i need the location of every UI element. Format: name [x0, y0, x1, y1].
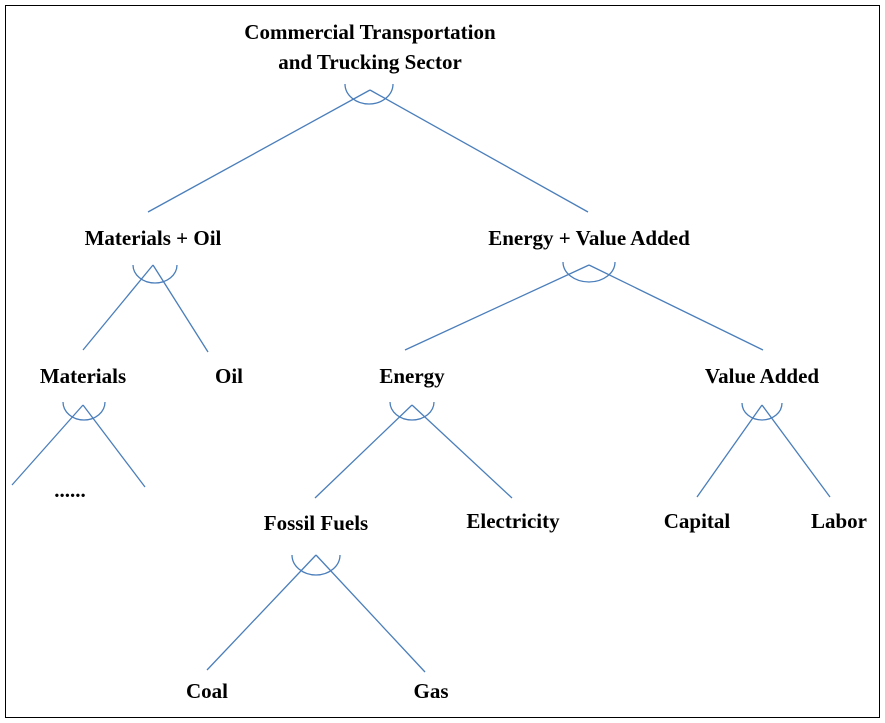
node-label: Coal — [186, 679, 228, 703]
root-label: Commercial Transportation — [244, 20, 496, 44]
edge — [588, 264, 764, 351]
arc — [344, 83, 394, 105]
labels: Commercial Transportation and Trucking S… — [40, 20, 867, 703]
node-label: Electricity — [466, 509, 560, 533]
arcs — [62, 83, 783, 576]
edge — [82, 264, 154, 351]
edge — [761, 404, 831, 498]
edge — [314, 404, 413, 499]
node-label: Oil — [215, 364, 243, 388]
arc — [62, 401, 106, 421]
edges — [11, 89, 831, 673]
node-label: Energy — [379, 364, 445, 388]
node-label: Capital — [664, 509, 731, 533]
node-label: ...... — [54, 478, 86, 502]
arc — [562, 261, 616, 283]
node-label: Labor — [811, 509, 867, 533]
edge — [404, 264, 590, 351]
node-label: Value Added — [705, 364, 820, 388]
frame — [5, 5, 880, 718]
node-label: Materials — [40, 364, 126, 388]
node-label: Fossil Fuels — [264, 511, 368, 535]
root-label: and Trucking Sector — [278, 50, 462, 74]
node-label: Gas — [413, 679, 448, 703]
edge — [147, 89, 371, 213]
node-label: Materials + Oil — [85, 226, 222, 250]
arc — [291, 554, 341, 576]
arc — [389, 401, 435, 421]
node-label: Energy + Value Added — [488, 226, 690, 250]
edge — [11, 404, 84, 486]
edge — [206, 554, 317, 671]
edge — [369, 89, 589, 213]
edge — [82, 404, 146, 488]
edge — [696, 404, 763, 498]
arc — [741, 402, 783, 421]
edge — [152, 264, 209, 353]
edge — [315, 554, 426, 673]
arc — [132, 264, 178, 284]
edge — [411, 404, 513, 499]
